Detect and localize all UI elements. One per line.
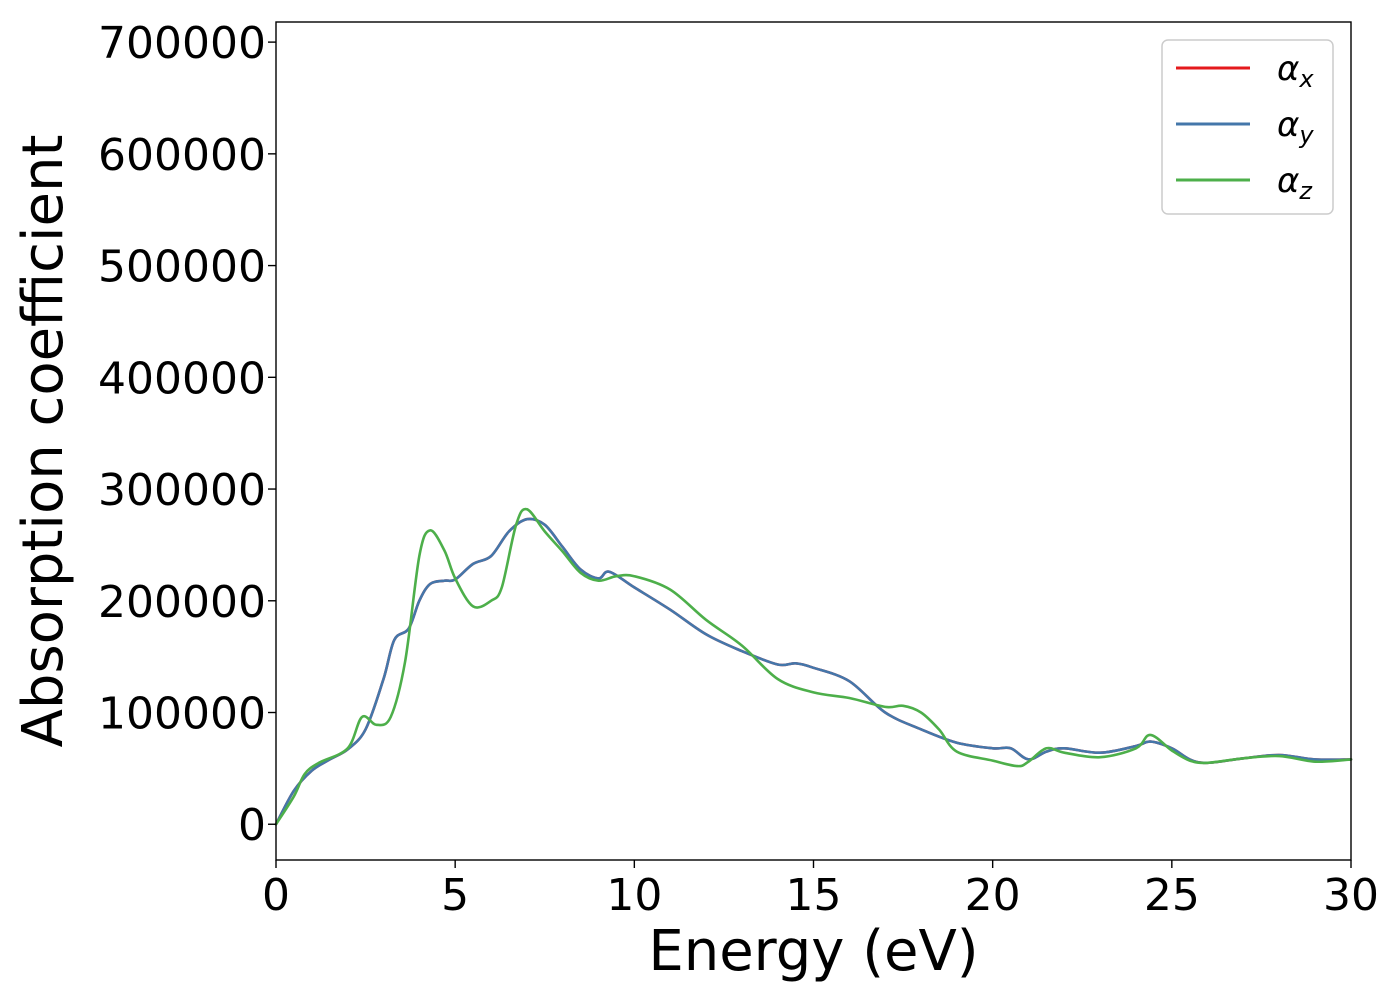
x-tick-label: 30 bbox=[1323, 870, 1379, 921]
x-tick-label: 15 bbox=[786, 870, 842, 921]
x-tick-label: 20 bbox=[965, 870, 1021, 921]
x-axis: 0 5 10 15 20 25 30 bbox=[262, 860, 1379, 921]
x-axis-title: Energy (eV) bbox=[648, 919, 978, 984]
series-line-alpha-z bbox=[274, 507, 1353, 826]
y-tick-label: 200000 bbox=[98, 577, 266, 628]
series-line-alpha-y bbox=[274, 517, 1353, 826]
legend-label-alpha-x: αx bbox=[1277, 49, 1314, 93]
y-tick-label: 700000 bbox=[98, 18, 266, 69]
y-tick-label: 300000 bbox=[98, 465, 266, 516]
legend-label-alpha-z: αz bbox=[1277, 161, 1313, 205]
legend: αx αy αz bbox=[1161, 39, 1334, 215]
series-layer bbox=[274, 507, 1353, 826]
x-tick-label: 0 bbox=[262, 870, 290, 921]
x-tick-label: 10 bbox=[606, 870, 662, 921]
y-tick-label: 0 bbox=[238, 800, 266, 851]
y-tick-label: 600000 bbox=[98, 130, 266, 181]
y-axis: 0 100000 200000 300000 400000 500000 600000 700… bbox=[98, 18, 276, 851]
legend-box bbox=[1161, 39, 1334, 215]
x-tick-label: 25 bbox=[1144, 870, 1200, 921]
y-tick-label: 400000 bbox=[98, 353, 266, 404]
x-tick-label: 5 bbox=[441, 870, 469, 921]
legend-label-alpha-y: αy bbox=[1277, 105, 1314, 149]
y-tick-label: 500000 bbox=[98, 242, 266, 293]
y-tick-label: 100000 bbox=[98, 689, 266, 740]
y-axis-title: Absorption coefficient bbox=[11, 135, 76, 748]
